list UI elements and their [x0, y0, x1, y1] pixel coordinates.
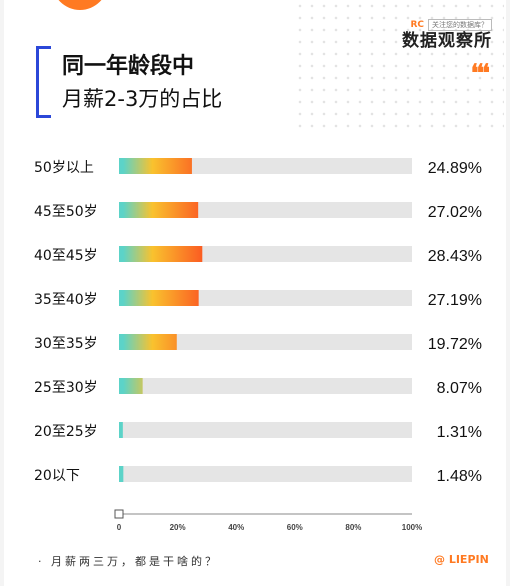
bar-track	[119, 334, 412, 350]
value-label: 8.07%	[437, 380, 482, 397]
category-label: 30至35岁	[34, 336, 98, 352]
x-tick-label: 20%	[170, 523, 186, 532]
category-label: 25至30岁	[34, 380, 98, 396]
logo-name: 数据观察所	[402, 31, 492, 51]
category-label: 50岁以上	[34, 160, 94, 176]
value-label: 19.72%	[428, 336, 482, 353]
bar	[119, 290, 199, 306]
category-label: 20以下	[34, 468, 80, 484]
footer-caption: · 月薪两三万，都是干啥的？	[38, 555, 219, 568]
title-bracket	[36, 46, 51, 118]
quote-mark-icon: ❛❛❛	[470, 58, 490, 87]
bar	[119, 334, 177, 350]
bar-track	[119, 158, 412, 174]
bar	[119, 422, 123, 438]
bar	[119, 466, 124, 482]
category-label: 35至40岁	[34, 292, 98, 308]
bar	[119, 158, 192, 174]
x-tick-label: 60%	[287, 523, 303, 532]
category-label: 20至25岁	[34, 424, 98, 440]
x-tick-label: 100%	[402, 523, 422, 532]
value-label: 28.43%	[428, 248, 482, 265]
x-tick-label: 40%	[228, 523, 244, 532]
bar	[119, 246, 203, 262]
value-label: 27.02%	[428, 204, 482, 221]
footer-source: @ LIEPIN	[434, 553, 489, 566]
logo-tag: 关注您的数据库？	[428, 19, 492, 31]
axis-origin-marker	[114, 509, 124, 519]
bar-track	[119, 466, 412, 482]
dot-pattern	[294, 0, 504, 130]
bar-track	[119, 422, 412, 438]
chart-title: 同一年龄段中	[62, 54, 195, 79]
x-tick-label: 80%	[345, 523, 361, 532]
value-label: 27.19%	[428, 292, 482, 309]
bar	[119, 378, 143, 394]
bar-track	[119, 378, 412, 394]
bar	[119, 202, 199, 218]
brand-logo: RC 关注您的数据库？ 数据观察所	[402, 12, 492, 51]
value-label: 1.31%	[437, 424, 482, 441]
chart-subtitle: 月薪2-3万的占比	[62, 87, 223, 111]
logo-mark: RC	[410, 20, 424, 30]
value-label: 24.89%	[428, 160, 482, 177]
chart-card: RC 关注您的数据库？ 数据观察所 ❛❛❛ 同一年龄段中 月薪2-3万的占比 · …	[4, 0, 506, 586]
category-label: 45至50岁	[34, 204, 98, 220]
value-label: 1.48%	[437, 468, 482, 485]
x-tick-label: 0	[117, 523, 122, 532]
decorative-orange-circle	[52, 0, 108, 10]
category-label: 40至45岁	[34, 248, 98, 264]
